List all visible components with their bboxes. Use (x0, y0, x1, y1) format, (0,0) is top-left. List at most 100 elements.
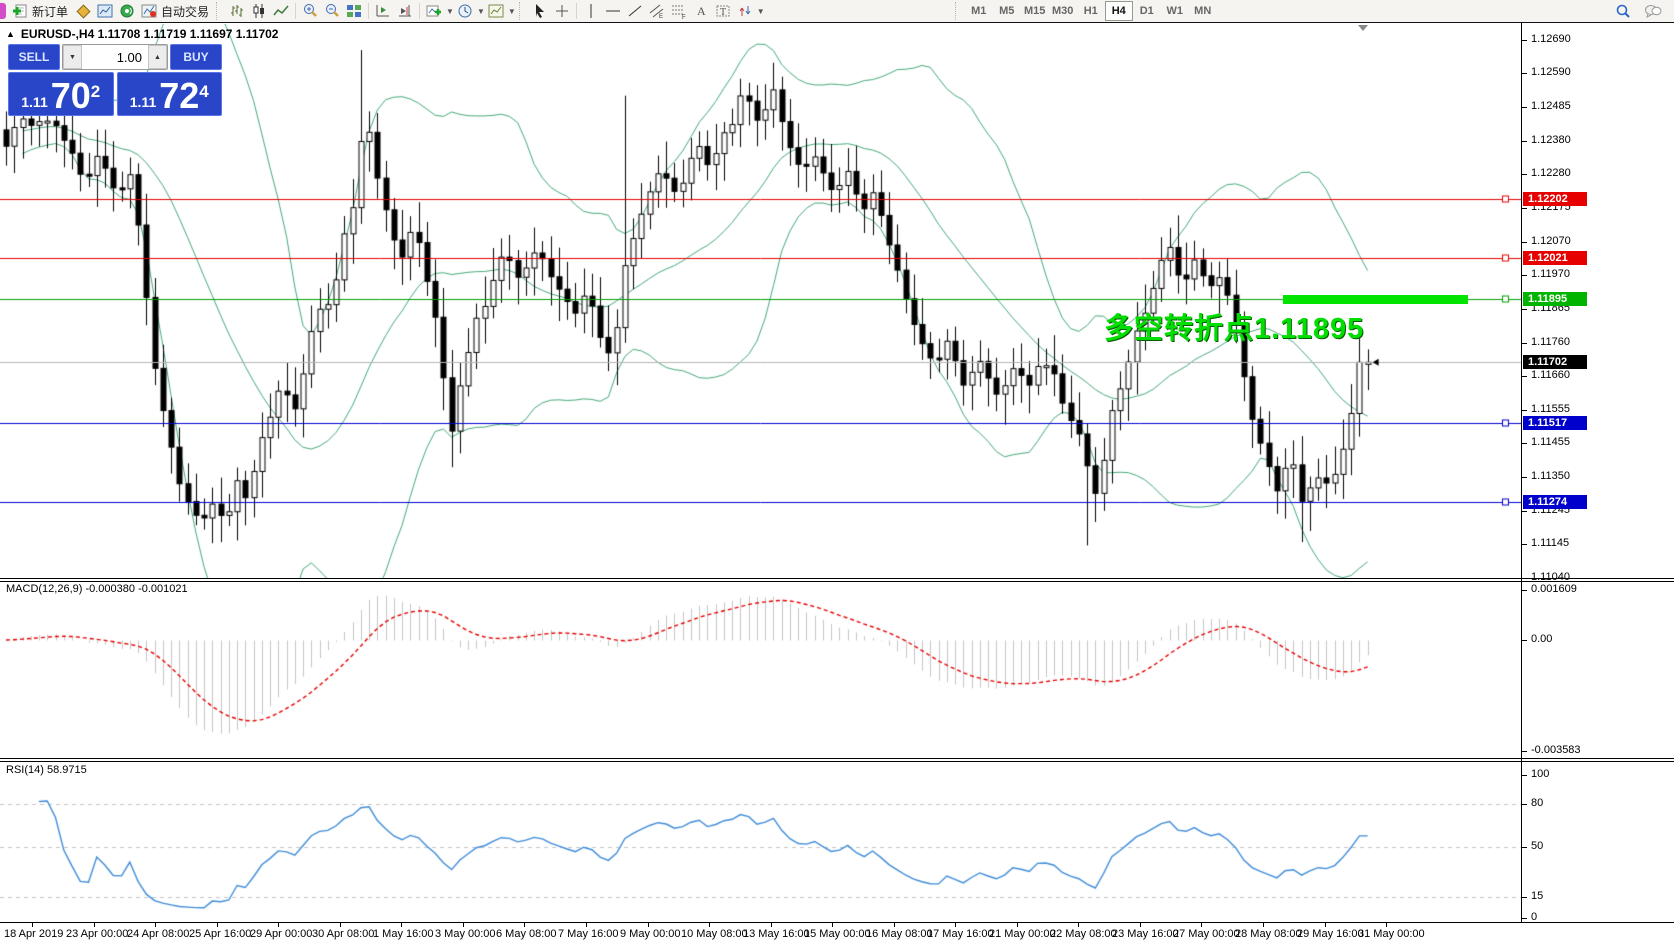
one-click-trading-panel: SELL ▼ 1.00 ▲ BUY 1.11 70 2 1.11 72 4 (8, 44, 222, 116)
crosshair-icon[interactable] (551, 1, 573, 21)
cursor-icon[interactable] (529, 1, 551, 21)
axis-tick (1522, 208, 1527, 209)
tile-windows-icon[interactable] (343, 1, 365, 21)
indicators-dropdown-icon[interactable]: ▼ (446, 6, 454, 16)
timeframe-button-m15[interactable]: M15 (1024, 5, 1046, 17)
timeframe-group: M1 M5 M15 M30 H1 H4 D1 W1 MN (965, 1, 1217, 21)
timeframe-button-h4[interactable]: H4 (1104, 1, 1133, 21)
arrows-dropdown-icon[interactable]: ▼ (756, 6, 765, 16)
pane-separator (0, 581, 1674, 582)
new-order-icon[interactable] (9, 1, 31, 21)
axis-tick-label: 100 (1531, 768, 1550, 780)
macd-pane-canvas[interactable] (0, 581, 1521, 757)
signals-icon[interactable] (116, 1, 138, 21)
timeframe-button-m30[interactable]: M30 (1052, 5, 1074, 17)
sell-price-button[interactable]: 1.11 70 2 (8, 72, 114, 116)
time-label: 16 May 08:00 (866, 928, 933, 940)
zoom-out-icon[interactable] (321, 1, 343, 21)
vertical-line-icon[interactable] (580, 1, 602, 21)
axis-tick (1522, 73, 1527, 74)
time-label: 31 May 00:00 (1358, 928, 1425, 940)
periods-icon[interactable] (454, 1, 476, 21)
volume-input[interactable]: 1.00 (116, 49, 142, 65)
text-label-icon[interactable]: T (712, 1, 734, 21)
axis-tick-label: 1.11660 (1531, 369, 1570, 381)
turning-point-highlight-bar[interactable] (1283, 295, 1468, 304)
time-tick (340, 923, 341, 927)
rsi-pane-canvas[interactable] (0, 761, 1521, 922)
timeframe-button-m1[interactable]: M1 (971, 5, 987, 17)
time-label: 28 May 08:00 (1235, 928, 1302, 940)
search-icon[interactable] (1612, 1, 1634, 21)
time-axis[interactable]: 18 Apr 2019 23 Apr 00:00 24 Apr 08:00 25 Ap… (0, 923, 1674, 946)
buy-button[interactable]: BUY (170, 44, 222, 70)
chart-shift-icon[interactable] (394, 1, 416, 21)
pane-separator[interactable] (0, 578, 1674, 579)
diamond-icon[interactable] (72, 1, 94, 21)
axis-tick (1522, 751, 1527, 752)
fibonacci-icon[interactable]: F (668, 1, 690, 21)
templates-dropdown-icon[interactable]: ▼ (507, 6, 516, 16)
timeframe-button-w1[interactable]: W1 (1166, 5, 1183, 17)
autotrading-button[interactable]: 自动交易 (161, 4, 210, 19)
templates-icon[interactable] (485, 1, 507, 21)
periods-dropdown-icon[interactable]: ▼ (476, 6, 485, 16)
line-chart-icon[interactable] (270, 1, 292, 21)
trendline-icon[interactable] (624, 1, 646, 21)
chart-window-icon[interactable] (94, 1, 116, 21)
auto-scroll-icon[interactable] (372, 1, 394, 21)
axis-tick (1522, 775, 1527, 776)
pane-separator[interactable] (0, 758, 1674, 759)
axis-tick-label: 50 (1531, 840, 1544, 852)
axis-tick (1522, 477, 1527, 478)
turning-point-annotation[interactable]: 多空转折点1.11895 (1104, 313, 1365, 345)
chart-shift-marker[interactable] (1358, 25, 1368, 31)
timeframe-button-m5[interactable]: M5 (999, 5, 1015, 17)
time-label: 23 May 16:00 (1112, 928, 1179, 940)
timeframe-button-mn[interactable]: MN (1194, 5, 1212, 17)
bar-chart-icon[interactable] (226, 1, 248, 21)
buy-price-button[interactable]: 1.11 72 4 (116, 72, 222, 116)
autotrading-icon[interactable] (138, 1, 160, 21)
time-tick (894, 923, 895, 927)
axis-tick (1522, 275, 1527, 276)
zoom-in-icon[interactable] (299, 1, 321, 21)
indicators-icon[interactable] (423, 1, 445, 21)
axis-tick (1522, 242, 1527, 243)
axis-tick-label: 1.11970 (1531, 268, 1570, 280)
svg-text:A: A (697, 4, 706, 18)
axis-tick (1522, 376, 1527, 377)
window-edge-icon (0, 3, 6, 19)
timeframe-button-d1[interactable]: D1 (1139, 5, 1154, 17)
chat-icon[interactable] (1642, 1, 1664, 21)
volume-decrease-button[interactable]: ▼ (63, 45, 82, 69)
time-tick (1078, 923, 1079, 927)
axis-tick-label: 1.12690 (1531, 33, 1571, 45)
axis-tick (1522, 174, 1527, 175)
axis-tick-label: 0.001609 (1531, 583, 1577, 595)
axis-tick-label: 1.12280 (1531, 167, 1571, 179)
toolbar-divider (419, 3, 421, 19)
axis-tick-label: 0.00 (1531, 633, 1553, 645)
axis-tick (1522, 443, 1527, 444)
toolbar-divider (295, 3, 297, 19)
sell-price-prefix: 1.11 (21, 94, 48, 110)
axis-tick (1522, 107, 1527, 108)
new-order-button[interactable]: 新订单 (32, 4, 69, 19)
time-tick (648, 923, 649, 927)
time-tick (586, 923, 587, 927)
time-label: 29 May 16:00 (1297, 928, 1364, 940)
text-icon[interactable]: A (690, 1, 712, 21)
collapse-panel-icon[interactable]: ▲ (6, 29, 15, 39)
sell-button[interactable]: SELL (8, 44, 60, 70)
candlestick-icon[interactable] (248, 1, 270, 21)
axis-tick-label: 0 (1531, 911, 1538, 923)
timeframe-button-h1[interactable]: H1 (1083, 5, 1098, 17)
horizontal-line-icon[interactable] (602, 1, 624, 21)
axis-tick-label: 1.11040 (1531, 571, 1570, 583)
toolbar-separator (518, 2, 526, 20)
equidistant-channel-icon[interactable]: E (646, 1, 668, 21)
arrows-icon[interactable] (734, 1, 756, 21)
volume-increase-button[interactable]: ▲ (148, 45, 167, 69)
main-chart-canvas[interactable] (0, 24, 1521, 578)
